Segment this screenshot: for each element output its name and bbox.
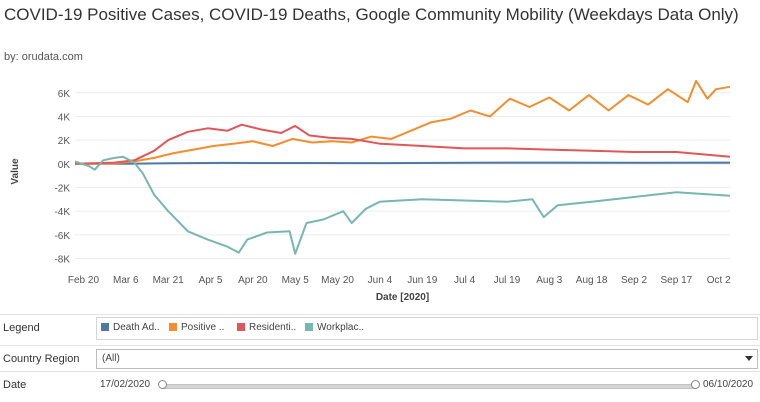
legend-row: Legend Death Ad.. Positive .. Residenti.. W… bbox=[0, 314, 760, 341]
legend-item[interactable]: Death Ad.. bbox=[101, 322, 160, 333]
legend-swatch bbox=[169, 323, 177, 331]
line-chart: 6K 4K 2K 0K -2K -4K -6K -8K Feb 20 Mar 6 Mar 21 Apr… bbox=[10, 79, 731, 303]
x-tick-label: Feb 20 bbox=[68, 275, 100, 286]
y-tick-label: 6K bbox=[58, 89, 71, 100]
chevron-down-icon[interactable] bbox=[745, 356, 753, 361]
x-tick-label: Oct 2 bbox=[707, 275, 731, 286]
series-line-residenti bbox=[74, 123, 731, 165]
y-tick-label: -2K bbox=[54, 183, 70, 194]
x-tick-label: Aug 18 bbox=[576, 275, 608, 286]
legend-item-label: Death Ad.. bbox=[113, 322, 160, 333]
x-tick-label: Jun 19 bbox=[407, 275, 437, 286]
country-select[interactable]: (All) bbox=[96, 349, 758, 369]
series-line-workplac bbox=[74, 155, 731, 255]
y-tick-label: 4K bbox=[58, 112, 71, 123]
x-tick-label: Sep 2 bbox=[621, 275, 648, 286]
date-slider-track[interactable] bbox=[163, 384, 697, 389]
x-tick-label: May 5 bbox=[282, 275, 310, 286]
y-tick-label: -4K bbox=[54, 207, 70, 218]
date-start-handle[interactable] bbox=[158, 380, 167, 389]
date-filter-row: Date 17/02/2020 06/10/2020 bbox=[0, 371, 760, 398]
legend-label: Legend bbox=[3, 322, 40, 334]
legend-swatch bbox=[237, 323, 245, 331]
byline: by: orudata.com bbox=[4, 51, 83, 63]
x-tick-label: Jul 4 bbox=[454, 275, 476, 286]
x-tick-label: Aug 3 bbox=[536, 275, 563, 286]
y-tick-label: -8K bbox=[54, 255, 70, 266]
series-line-deathad bbox=[75, 161, 731, 165]
x-tick-label: Apr 20 bbox=[238, 275, 268, 286]
date-start-value: 17/02/2020 bbox=[100, 379, 151, 390]
x-tick-label: Jun 4 bbox=[368, 275, 393, 286]
legend-item[interactable]: Positive .. bbox=[169, 322, 224, 333]
y-tick-label: 0K bbox=[58, 160, 71, 171]
legend-item-label: Workplac.. bbox=[317, 322, 365, 333]
x-tick-label: Apr 5 bbox=[199, 275, 223, 286]
y-tick-label: 2K bbox=[58, 136, 71, 147]
x-tick-label: May 20 bbox=[321, 275, 354, 286]
legend-item[interactable]: Workplac.. bbox=[305, 322, 364, 333]
series-line-positive bbox=[74, 79, 731, 165]
legend: Death Ad.. Positive .. Residenti.. Workplac… bbox=[96, 317, 758, 340]
y-tick-label: -6K bbox=[54, 231, 70, 242]
x-tick-label: Sep 17 bbox=[661, 275, 693, 286]
country-filter-row: Country Region (All) bbox=[0, 345, 760, 372]
legend-item-label: Residenti.. bbox=[249, 322, 297, 333]
country-select-value: (All) bbox=[102, 353, 120, 364]
legend-swatch bbox=[305, 323, 313, 331]
legend-item-label: Positive .. bbox=[181, 322, 225, 333]
x-tick-label: Jul 19 bbox=[494, 275, 521, 286]
chart-title: COVID-19 Positive Cases, COVID-19 Deaths… bbox=[4, 5, 739, 24]
y-axis-title: Value bbox=[10, 158, 21, 185]
legend-swatch bbox=[101, 323, 109, 331]
x-tick-label: Mar 21 bbox=[153, 275, 185, 286]
country-filter-label: Country Region bbox=[3, 353, 80, 365]
x-tick-label: Mar 6 bbox=[113, 275, 139, 286]
date-end-handle[interactable] bbox=[691, 380, 700, 389]
x-axis-title: Date [2020] bbox=[376, 292, 429, 303]
legend-item[interactable]: Residenti.. bbox=[237, 322, 296, 333]
date-end-value: 06/10/2020 bbox=[703, 379, 754, 390]
date-filter-label: Date bbox=[3, 379, 27, 391]
